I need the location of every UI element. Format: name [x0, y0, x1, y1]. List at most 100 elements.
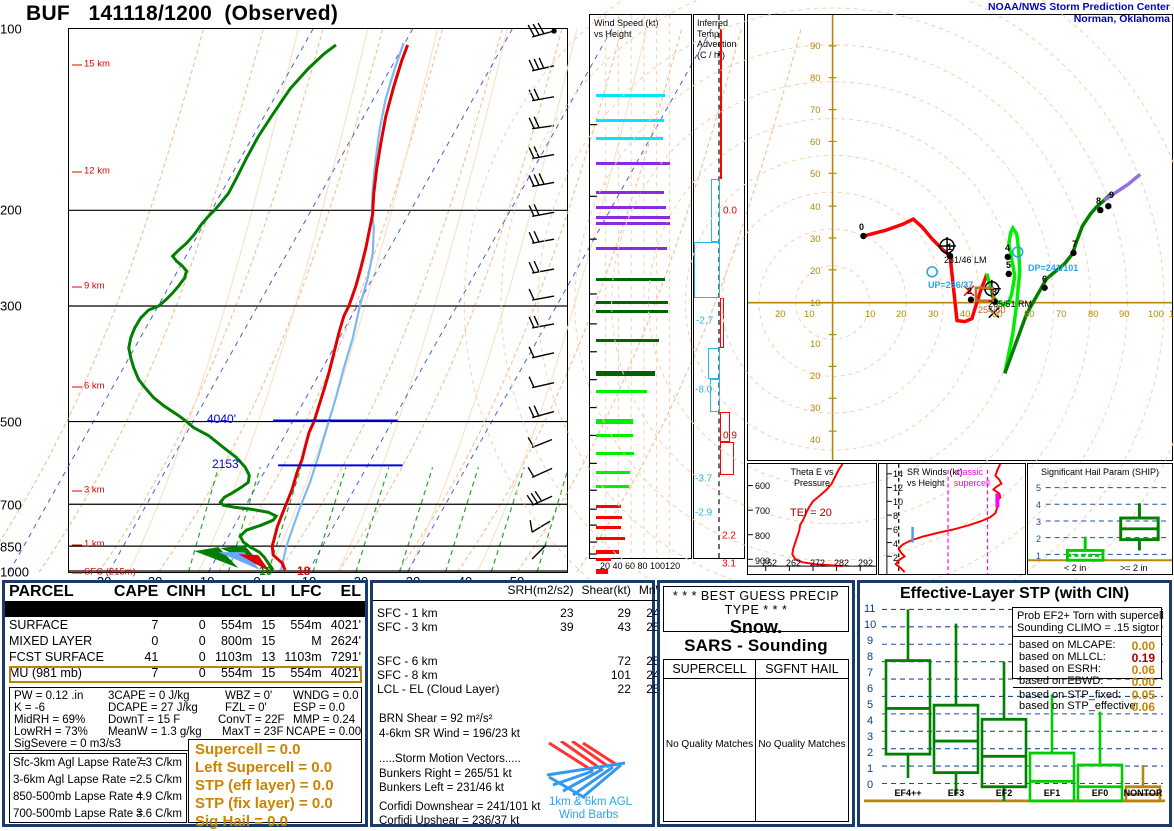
- wind-speed-bar: [596, 537, 625, 540]
- parcel-li: 13: [261, 650, 276, 664]
- shear-layer: LCL - EL (Cloud Layer): [377, 682, 500, 696]
- sars-supercell-result: No Quality Matches: [665, 739, 754, 750]
- bunkers-left-marker: [938, 237, 957, 255]
- stp-title: Effective-Layer STP (with CIN): [899, 585, 1130, 602]
- parcel-cape: 41: [144, 650, 159, 664]
- shear-shear: 43: [617, 620, 631, 634]
- stat-downt: DownT = 15 F: [108, 714, 181, 726]
- precip-sars-panel[interactable]: * * * BEST GUESS PRECIP TYPE * * * Snow.…: [657, 580, 855, 827]
- bunkers-left-label: 231/46 LM: [944, 255, 987, 265]
- skewt-diagram[interactable]: 4040' 2153' 10 18 100 200 300 500 700 85…: [0, 14, 802, 589]
- lapse-value-3: 3.6 C/km: [135, 808, 182, 820]
- stp-ytick-4: 4: [867, 715, 874, 727]
- sars-title-box: SARS - Sounding Analogs: [663, 634, 849, 675]
- precip-type-box: * * * BEST GUESS PRECIP TYPE * * * Snow.…: [663, 586, 849, 666]
- parcel-lfc: 554m: [290, 618, 322, 632]
- parcel-name: FCST SURFACE: [9, 650, 104, 664]
- stp-ytick-3: 3: [867, 731, 874, 743]
- temp-advection-title-line1: Inferred: [697, 18, 729, 28]
- temp-advection-title-line2: Temp Advection: [697, 28, 737, 50]
- hodo-ytick-80: 80: [810, 73, 821, 84]
- ship-ytick-2: 2: [1036, 534, 1042, 544]
- barb-caption-line1: 1km & 6km AGL: [549, 796, 633, 808]
- stat-mmp: MMP = 0.24: [293, 714, 356, 726]
- sr-winds-panel[interactable]: SR Winds (kt) vs Height 14 12 10 8 6 4 2…: [878, 463, 1026, 575]
- prob-value-esrh: 0.06: [1131, 663, 1155, 677]
- wind-speed-bar: [596, 301, 668, 304]
- prob-value-mlcape: 0.00: [1131, 639, 1155, 653]
- corfidi-upshear-marker: [926, 266, 938, 278]
- pressure-label-300: 300: [0, 298, 22, 314]
- sr-winds-trace: [894, 463, 1003, 573]
- stp-ytick-0: 0: [867, 779, 874, 791]
- sr-winds-ytick-10: 10: [893, 497, 904, 507]
- hodograph-trace-mid: [985, 224, 1022, 374]
- parcel-name: MIXED LAYER: [9, 634, 93, 648]
- wind-speed-bar: [596, 119, 664, 122]
- wind-speed-bar: [596, 558, 611, 561]
- stp-panel[interactable]: Effective-Layer STP (with CIN): [857, 580, 1172, 827]
- theta-e-title-line1: Theta E vs: [790, 467, 834, 477]
- hodo-ytick-60: 60: [810, 137, 821, 148]
- ship-title: Significant Hail Param (SHIP): [1040, 467, 1160, 477]
- theta-e-trace: [791, 463, 844, 568]
- wind-speed-bar: [596, 216, 670, 219]
- dewpoint-motion-label: DP=241/101: [1028, 263, 1079, 273]
- theta-e-ytick-900: 900: [755, 556, 771, 566]
- prob-label-stp-effective: based on STP_effective:: [1019, 700, 1139, 712]
- stat-lowrh: LowRH = 73%: [14, 726, 88, 738]
- lapse-label-0: Sfc-3km Agl Lapse Rate =: [13, 757, 147, 769]
- hodo-ytick-50: 50: [810, 169, 821, 180]
- wind-speed-panel[interactable]: Wind Speed (kt) vs Height: [589, 14, 692, 586]
- hodo-xtick-110: 11: [1169, 309, 1174, 320]
- hodograph-trace-low: [863, 216, 989, 324]
- hodo-ytick-40: 40: [810, 202, 821, 213]
- barb-caption-line2: Wind Barbs: [559, 809, 619, 821]
- parcel-table[interactable]: PARCEL CAPE CINH LCL LI LFC EL SURFACE 7…: [5, 583, 365, 681]
- shear-panel[interactable]: SRH(m2/s2) Shear(kt) MnWind SRW SFC - 1 …: [370, 580, 732, 827]
- hodo-xtick-40: 40: [960, 309, 971, 320]
- stat-k: K = -6: [14, 702, 46, 714]
- advection-value: -3.7: [695, 473, 713, 485]
- wind-speed-bar: [596, 569, 608, 574]
- stp-plot-area[interactable]: 11 10 9 8 7 6 5 4 3 2 1 0 EF4++ EF3 EF2 …: [864, 603, 1165, 803]
- prob-label-esrh: based on ESRH:: [1019, 663, 1101, 675]
- parcel-el: 7291': [330, 650, 361, 664]
- composite-stp-fix: STP (fix layer) = 0.0: [195, 795, 333, 812]
- wind-speed-bar: [596, 247, 667, 250]
- hodo-ytick-70: 70: [810, 105, 821, 116]
- col-cape: CAPE: [113, 583, 159, 600]
- prob-value-mllcl: 0.19: [1131, 651, 1155, 665]
- prob-label-mlcape: based on MLCAPE:: [1019, 639, 1116, 651]
- temperature-trace: [270, 44, 410, 571]
- theta-e-canvas: [748, 463, 876, 572]
- parcel-el: 4021': [330, 666, 361, 680]
- stp-ytick-8: 8: [867, 651, 874, 663]
- wind-speed-bar: [596, 278, 665, 281]
- skewt-plot-area[interactable]: 4040' 2153' 10 18: [0, 22, 802, 578]
- surface-dewpoint-label: 10: [259, 564, 273, 578]
- temp-advection-panel[interactable]: Inferred Temp Advection (C / hr) 0.0 -2.…: [693, 14, 745, 570]
- theta-e-xtick-282: 282: [834, 558, 850, 568]
- spc-credit-line2: Norman, Oklahoma: [1073, 12, 1170, 25]
- isobars: [69, 209, 567, 572]
- hodo-xtick-60: 60: [1024, 309, 1035, 320]
- wind-speed-bar: [596, 505, 621, 508]
- stat-midrh: MidRH = 69%: [14, 714, 86, 726]
- ship-ytick-4: 4: [1036, 500, 1042, 510]
- parcel-name: MU (981 mb): [9, 666, 82, 680]
- theta-e-panel[interactable]: Theta E vs Pressure 600 700 800 900 TEI …: [747, 463, 877, 575]
- theta-e-ytick-600: 600: [755, 481, 771, 491]
- dewpoint-motion-marker: [1011, 246, 1024, 258]
- mu-parcel-highlight: [9, 666, 362, 683]
- precip-type: Snow.: [729, 617, 783, 637]
- prob-label-ebwd: based on EBWD:: [1019, 675, 1104, 687]
- parcel-panel[interactable]: PARCEL CAPE CINH LCL LI LFC EL SURFACE 7…: [2, 580, 368, 830]
- ship-panel[interactable]: Significant Hail Param (SHIP) 5 4 3 2 1 …: [1027, 463, 1173, 575]
- hodo-xtick-left-10: 10: [804, 309, 815, 320]
- hodograph[interactable]: 90 80 70 60 50 40 30 20 10 10 20 30 40 2…: [463, 0, 1174, 672]
- lapse-value-2: 4.9 C/km: [135, 791, 182, 803]
- shear-srh: 23: [560, 606, 574, 620]
- col-cinh: CINH: [166, 583, 206, 600]
- advection-value: -2.9: [695, 507, 713, 519]
